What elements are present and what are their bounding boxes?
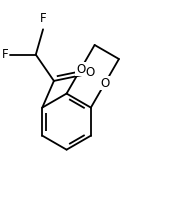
Text: O: O — [86, 66, 95, 79]
Text: O: O — [100, 77, 109, 90]
Text: F: F — [40, 12, 46, 25]
Text: F: F — [2, 48, 9, 61]
Text: O: O — [76, 63, 85, 76]
